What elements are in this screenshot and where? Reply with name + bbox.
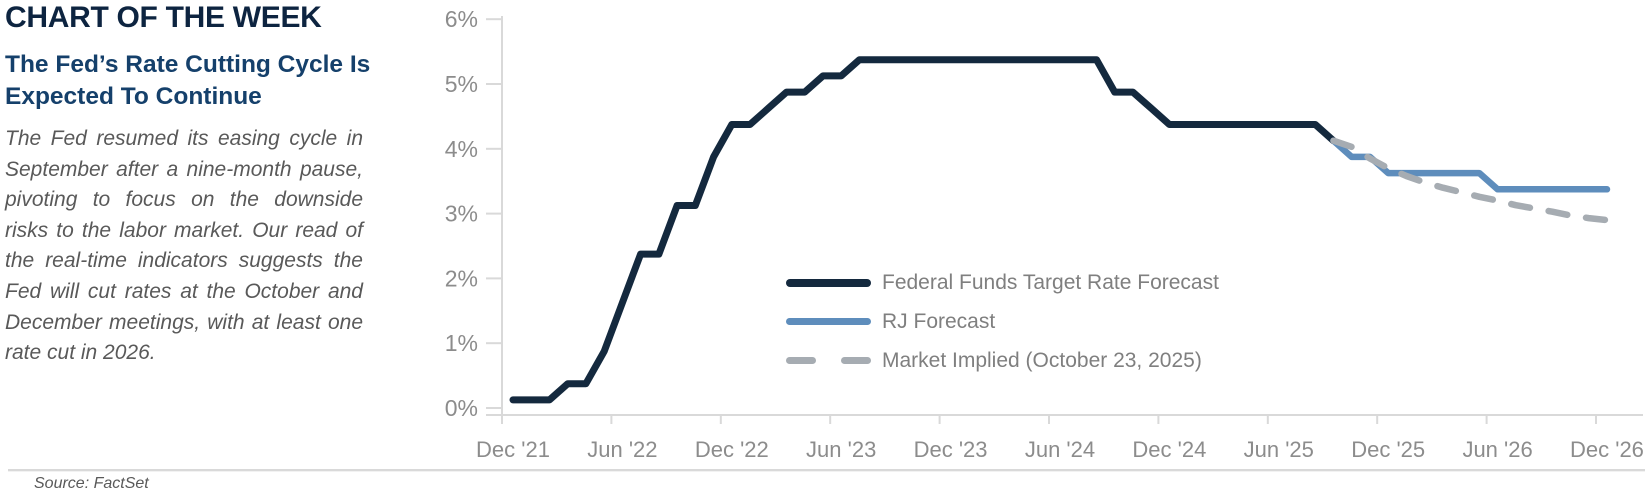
- market-implied-line-swatch: [786, 357, 871, 364]
- chart-legend: Federal Funds Target Rate Forecast RJ Fo…: [786, 263, 1219, 380]
- page-title: CHART OF THE WEEK: [5, 1, 322, 34]
- y-axis-label: 1%: [445, 330, 478, 356]
- legend-label-market-implied: Market Implied (October 23, 2025): [882, 348, 1202, 372]
- x-axis-label: Jun '25: [1244, 437, 1314, 462]
- x-axis-label: Jun '24: [1025, 437, 1095, 462]
- y-axis-label: 0%: [445, 395, 478, 421]
- legend-item-fed-funds: Federal Funds Target Rate Forecast: [786, 263, 1219, 302]
- y-axis-label: 2%: [445, 265, 478, 291]
- x-axis-label: Jun '22: [587, 437, 657, 462]
- y-axis-label: 6%: [445, 6, 478, 32]
- legend-label-rj-forecast: RJ Forecast: [882, 309, 996, 333]
- x-axis-label: Dec '24: [1132, 437, 1206, 462]
- divider-line: [8, 469, 1645, 472]
- legend-label-fed-funds: Federal Funds Target Rate Forecast: [882, 270, 1219, 294]
- x-axis-label: Dec '23: [914, 437, 988, 462]
- source-note: Source: FactSet: [34, 475, 149, 492]
- market-implied-line: [1330, 137, 1611, 224]
- y-axis-label: 4%: [445, 136, 478, 162]
- chart-subtitle: The Fed’s Rate Cutting Cycle Is Expected…: [5, 51, 371, 110]
- x-axis-label: Jun '23: [806, 437, 876, 462]
- x-axis-label: Dec '25: [1351, 437, 1425, 462]
- x-axis-label: Dec '26: [1570, 437, 1644, 462]
- y-axis-label: 5%: [445, 71, 478, 97]
- rj-forecast-line-swatch: [786, 318, 871, 325]
- y-axis-label: 3%: [445, 201, 478, 227]
- fed-funds-line: [509, 56, 1337, 404]
- rj-forecast-line: [1330, 137, 1611, 193]
- legend-item-market-implied: Market Implied (October 23, 2025): [786, 341, 1219, 380]
- legend-item-rj-forecast: RJ Forecast: [786, 302, 1219, 341]
- fed-funds-line-swatch: [786, 278, 871, 287]
- x-axis-label: Dec '21: [476, 437, 550, 462]
- commentary-text: The Fed resumed its easing cycle in Sept…: [5, 127, 363, 365]
- x-axis-label: Jun '26: [1462, 437, 1532, 462]
- x-axis-label: Dec '22: [695, 437, 769, 462]
